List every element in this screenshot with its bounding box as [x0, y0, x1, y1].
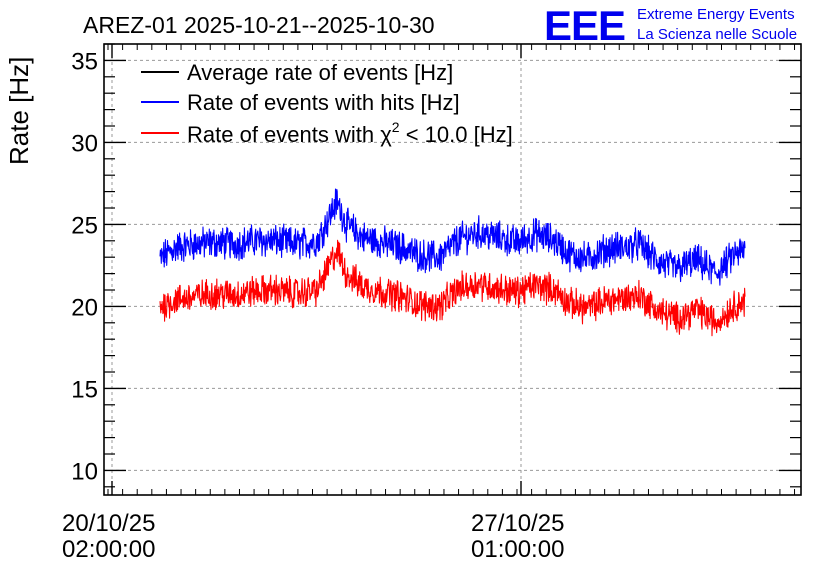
- x-tick-date: 27/10/25: [471, 510, 564, 537]
- plot-frame: [103, 43, 802, 496]
- x-tick-time: 01:00:00: [471, 536, 564, 563]
- legend-label-chi2: Rate of events with χ2 < 10.0 [Hz]: [187, 119, 513, 147]
- legend-chi2-superscript: 2: [392, 119, 400, 135]
- y-tick-label: 10: [71, 458, 98, 485]
- legend-chi2-suffix: < 10.0 [Hz]: [400, 122, 513, 147]
- series-line-2: [159, 239, 746, 337]
- legend: Average rate of events [Hz] Rate of even…: [141, 60, 513, 147]
- logo-line-2: La Scienza nelle Scuole: [637, 26, 797, 43]
- series-layer: [159, 188, 746, 337]
- chart-title: AREZ-01 2025-10-21--2025-10-30: [83, 12, 435, 38]
- legend-chi2-symbol: χ: [380, 122, 392, 147]
- y-axis-label: Rate [Hz]: [4, 57, 34, 165]
- legend-label-hits: Rate of events with hits [Hz]: [187, 90, 460, 115]
- legend-chi2-prefix: Rate of events with: [187, 122, 380, 147]
- y-tick-label: 25: [71, 212, 98, 239]
- x-tick-date: 20/10/25: [62, 510, 155, 537]
- y-tick-label: 35: [71, 48, 98, 75]
- y-tick-label: 15: [71, 376, 98, 403]
- eee-logo: EEE Extreme Energy Events La Scienza nel…: [544, 2, 797, 49]
- y-tick-labels: 10 15 20 25 30 35: [71, 48, 98, 485]
- logo-line-1: Extreme Energy Events: [637, 6, 795, 23]
- series-line-1: [159, 188, 746, 286]
- legend-label-average: Average rate of events [Hz]: [187, 60, 453, 85]
- x-tick-time: 02:00:00: [62, 536, 155, 563]
- y-tick-label: 30: [71, 130, 98, 157]
- eee-logo-mark: EEE: [544, 2, 625, 49]
- axis-ticks: [104, 43, 801, 495]
- y-tick-label: 20: [71, 294, 98, 321]
